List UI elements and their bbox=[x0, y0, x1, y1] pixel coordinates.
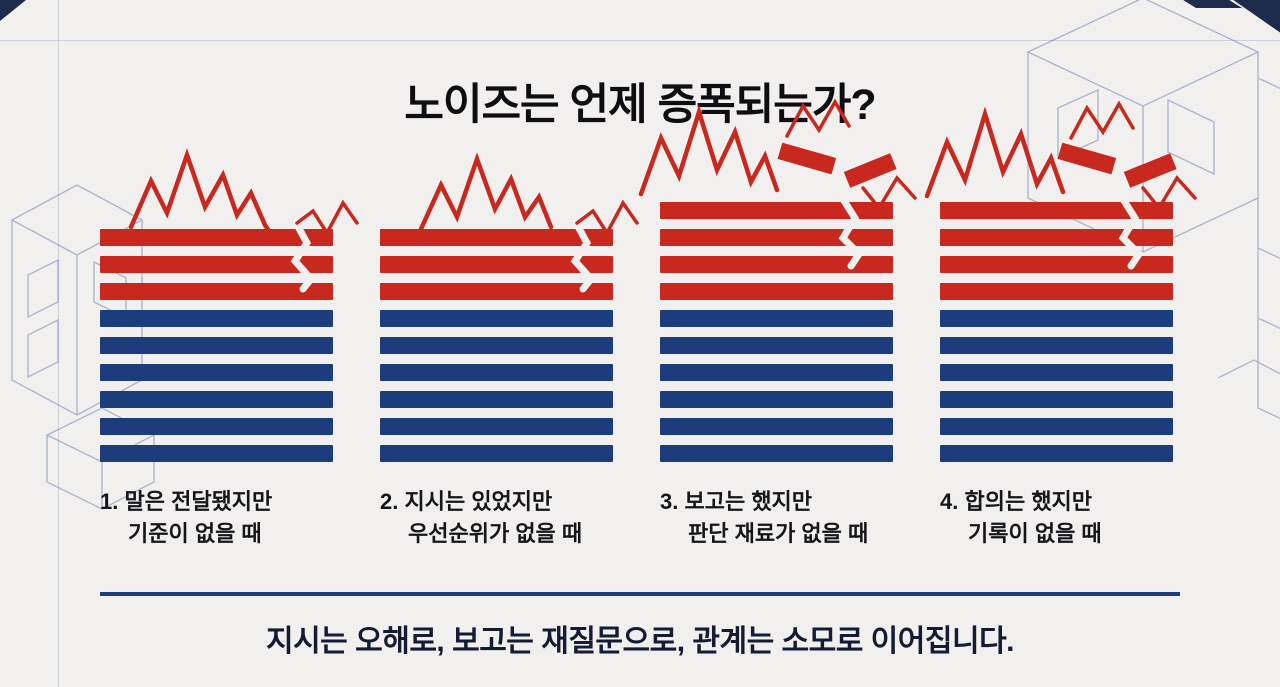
caption-line1: 말은 전달됐지만 bbox=[124, 489, 273, 514]
divider-line bbox=[100, 592, 1180, 596]
red-bar bbox=[940, 283, 1173, 300]
blue-bar bbox=[100, 445, 333, 462]
blue-bar bbox=[380, 310, 613, 327]
noise-zigzag-icon bbox=[128, 148, 359, 293]
caption-number: 3. bbox=[660, 489, 679, 514]
caption-3: 3. 보고는 했지만 판단 재료가 없을 때 bbox=[660, 486, 893, 550]
red-bar bbox=[660, 202, 893, 219]
blue-bar bbox=[940, 337, 1173, 354]
red-bar bbox=[100, 283, 333, 300]
caption-2: 2. 지시는 있었지만 우선순위가 없을 때 bbox=[380, 486, 613, 550]
caption-line1: 보고는 했지만 bbox=[684, 489, 813, 514]
blue-bar bbox=[940, 418, 1173, 435]
blue-bar bbox=[100, 310, 333, 327]
bar-stack-3 bbox=[638, 98, 917, 462]
page-title: 노이즈는 언제 증폭되는가? bbox=[404, 81, 876, 129]
red-bar bbox=[940, 229, 1173, 246]
blue-bar bbox=[380, 391, 613, 408]
blue-bar bbox=[380, 445, 613, 462]
noise-columns: 1. 말은 전달됐지만 기준이 없을 때 2. 지시는 있었지만 bbox=[100, 98, 1197, 550]
caption-line2: 기록이 없을 때 bbox=[968, 520, 1102, 546]
caption-1: 1. 말은 전달됐지만 기준이 없을 때 bbox=[100, 486, 333, 550]
noise-column-2: 2. 지시는 있었지만 우선순위가 없을 때 bbox=[380, 150, 639, 550]
blue-bar bbox=[660, 364, 893, 381]
blue-bar bbox=[380, 364, 613, 381]
corner-shape-top-left bbox=[0, 0, 26, 21]
caption-line2: 기준이 없을 때 bbox=[128, 520, 262, 546]
red-bar bbox=[380, 283, 613, 300]
caption-number: 1. bbox=[100, 489, 119, 514]
red-bar bbox=[940, 202, 1173, 219]
blue-bar bbox=[940, 310, 1173, 327]
blue-bar bbox=[100, 364, 333, 381]
footer-text: 지시는 오해로, 보고는 재질문으로, 관계는 소모로 이어집니다. bbox=[265, 625, 1015, 658]
caption-line2: 판단 재료가 없을 때 bbox=[688, 520, 869, 546]
noise-column-4: 4. 합의는 했지만 기록이 없을 때 bbox=[924, 100, 1197, 550]
blue-bar bbox=[100, 391, 333, 408]
red-bar bbox=[380, 256, 613, 273]
blue-bar bbox=[660, 391, 893, 408]
blue-bar bbox=[660, 445, 893, 462]
bar-stack-bars bbox=[660, 150, 893, 462]
caption-number: 4. bbox=[940, 489, 959, 514]
red-bar bbox=[100, 256, 333, 273]
bar-stack-2 bbox=[380, 150, 639, 462]
bar-stack-bars bbox=[100, 150, 333, 462]
blue-bar bbox=[380, 337, 613, 354]
caption-line1: 지시는 있었지만 bbox=[404, 489, 553, 514]
blue-bar bbox=[660, 337, 893, 354]
caption-line1: 합의는 했지만 bbox=[964, 489, 1093, 514]
noise-zigzag-icon bbox=[418, 152, 639, 293]
blue-bar bbox=[100, 418, 333, 435]
blue-bar bbox=[940, 364, 1173, 381]
noise-broken-zigzag-icon bbox=[924, 100, 1197, 270]
blue-bar bbox=[100, 337, 333, 354]
blue-bar bbox=[940, 445, 1173, 462]
red-bar bbox=[660, 283, 893, 300]
caption-number: 2. bbox=[380, 489, 399, 514]
noise-broken-zigzag-icon bbox=[638, 98, 917, 270]
caption-4: 4. 합의는 했지만 기록이 없을 때 bbox=[940, 486, 1173, 550]
noise-column-1: 1. 말은 전달됐지만 기준이 없을 때 bbox=[100, 148, 359, 550]
blue-bar bbox=[660, 418, 893, 435]
red-bar bbox=[940, 256, 1173, 273]
bar-stack-bars bbox=[380, 150, 613, 462]
red-bar bbox=[380, 229, 613, 246]
bar-stack-4 bbox=[924, 100, 1197, 462]
caption-line2: 우선순위가 없을 때 bbox=[408, 520, 583, 546]
bar-stack-bars bbox=[940, 150, 1173, 462]
blue-bar bbox=[940, 391, 1173, 408]
blueprint-gridline-vertical bbox=[58, 0, 59, 687]
noise-column-3: 3. 보고는 했지만 판단 재료가 없을 때 bbox=[638, 98, 917, 550]
blueprint-gridline-horizontal bbox=[0, 40, 1280, 41]
blue-bar bbox=[660, 310, 893, 327]
blue-bar bbox=[380, 418, 613, 435]
red-bar bbox=[100, 229, 333, 246]
red-bar bbox=[660, 256, 893, 273]
bar-stack-1 bbox=[100, 148, 359, 462]
red-bar bbox=[660, 229, 893, 246]
